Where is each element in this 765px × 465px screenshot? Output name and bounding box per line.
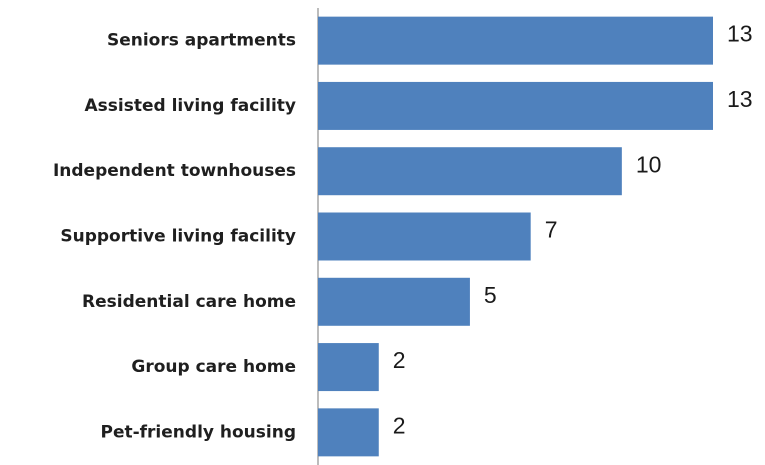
bar	[318, 343, 379, 392]
category-label: Group care home	[131, 357, 296, 377]
value-label: 7	[545, 217, 558, 243]
bar	[318, 147, 622, 196]
value-label: 10	[636, 151, 662, 177]
bar	[318, 408, 379, 457]
category-label: Supportive living facility	[60, 227, 296, 247]
category-label: Independent townhouses	[53, 161, 296, 181]
category-label: Pet-friendly housing	[100, 422, 296, 442]
value-label: 5	[484, 282, 497, 308]
value-label: 13	[727, 21, 753, 47]
category-label: Assisted living facility	[85, 96, 296, 116]
bar	[318, 277, 470, 326]
value-label: 2	[393, 347, 406, 373]
category-label: Residential care home	[82, 292, 296, 312]
value-label: 2	[393, 412, 406, 438]
bar	[318, 81, 713, 130]
category-label: Seniors apartments	[107, 31, 296, 51]
value-label: 13	[727, 86, 753, 112]
bar	[318, 16, 713, 65]
bar	[318, 212, 531, 261]
